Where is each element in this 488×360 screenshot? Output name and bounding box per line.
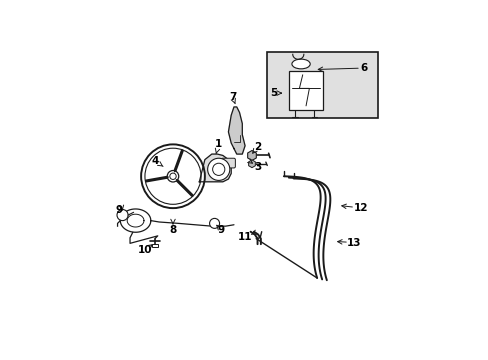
Text: 2: 2 [253,142,261,152]
Bar [151,244,158,247]
Circle shape [141,144,204,208]
Polygon shape [228,107,244,154]
Bar [289,71,322,110]
Circle shape [117,210,128,221]
Text: 13: 13 [346,238,361,248]
Text: 7: 7 [228,92,236,102]
Text: 12: 12 [353,203,368,213]
Ellipse shape [291,59,309,69]
Text: 1: 1 [215,139,222,149]
Polygon shape [199,154,231,182]
Bar [267,51,377,118]
Text: 4: 4 [151,156,158,166]
Circle shape [144,148,201,204]
Text: 8: 8 [169,225,176,235]
Polygon shape [120,209,150,232]
Text: 11: 11 [237,232,252,242]
Circle shape [169,173,176,179]
Text: 5: 5 [270,88,277,98]
Text: 10: 10 [138,245,152,255]
Text: 9: 9 [218,225,224,235]
Circle shape [212,163,224,175]
Text: 9: 9 [115,204,122,215]
FancyBboxPatch shape [221,158,235,168]
Circle shape [209,219,219,228]
Circle shape [167,171,179,182]
Circle shape [207,158,229,180]
Text: 6: 6 [360,63,367,73]
Text: 3: 3 [253,162,261,172]
